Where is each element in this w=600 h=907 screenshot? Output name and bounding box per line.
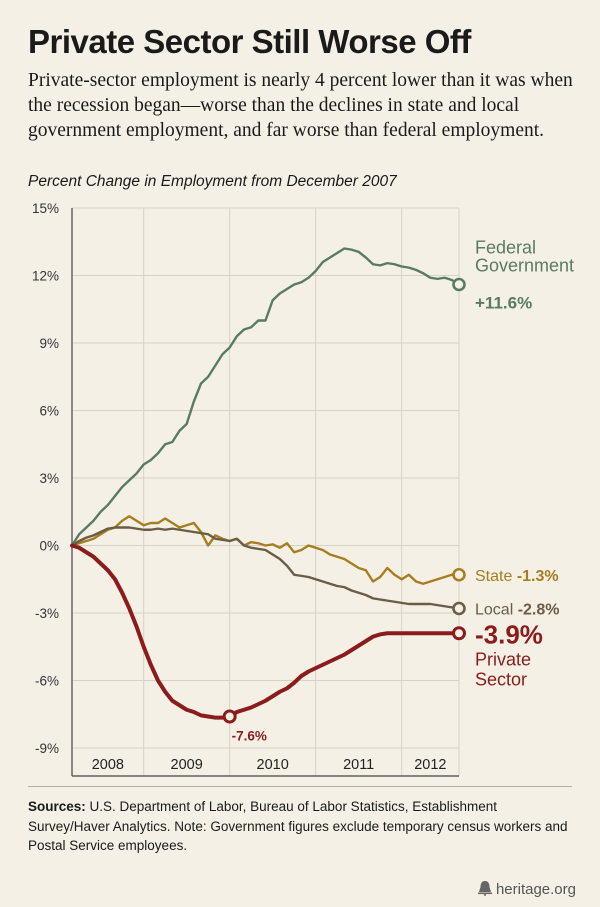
x-tick-label: 2009	[171, 757, 203, 773]
trough-label: -7.6%	[232, 729, 267, 744]
footer-divider	[28, 786, 572, 787]
bell-icon	[477, 881, 492, 896]
chart-axes	[71, 208, 459, 777]
series-name-label: Government	[475, 256, 574, 276]
chart-series	[70, 247, 466, 724]
x-tick-label: 2012	[414, 757, 446, 773]
series-name-label: State	[475, 568, 517, 585]
series-value-label: -1.3%	[517, 568, 559, 585]
x-tick-label: 2010	[257, 757, 289, 773]
end-marker-private	[452, 626, 466, 641]
page-subtitle: Private-sector employment is nearly 4 pe…	[28, 70, 573, 141]
series-line-state	[70, 515, 461, 585]
chart-grid	[71, 207, 460, 776]
sources-text: U.S. Department of Labor, Bureau of Labo…	[28, 799, 568, 853]
y-tick-label: 3%	[39, 471, 59, 486]
y-tick-label: 0%	[39, 539, 59, 554]
series-line-private	[70, 543, 461, 720]
chart-labels: 15% 12% 9% 6% 3% 0% -3% -6% -9% 2008 2009 2010 2011 2…	[32, 201, 574, 773]
series-label-local: Local -2.8%	[475, 602, 560, 619]
sources-label: Sources:	[28, 799, 86, 814]
series-value-label: +11.6%	[475, 294, 532, 313]
trough-marker	[222, 709, 237, 724]
y-tick-label: -9%	[35, 741, 59, 756]
sources-note: Sources: U.S. Department of Labor, Burea…	[28, 797, 576, 856]
series-line-federal	[70, 247, 461, 547]
y-tick-label: -6%	[35, 674, 59, 689]
series-value-label: -3.9%	[475, 619, 543, 649]
x-tick-label: 2011	[343, 757, 374, 773]
chart-title: Percent Change in Employment from Decemb…	[28, 173, 397, 190]
end-marker-local	[452, 601, 466, 616]
series-value-label: -2.8%	[518, 602, 560, 619]
series-line-local	[70, 526, 461, 610]
x-tick-label: 2008	[92, 757, 124, 773]
y-tick-label: 6%	[39, 404, 59, 419]
series-name-label: Sector	[475, 669, 527, 689]
y-tick-label: 9%	[39, 336, 59, 351]
line-chart: 15% 12% 9% 6% 3% 0% -3% -6% -9% 2008 2009 2010 2011 2…	[32, 201, 574, 777]
logo-text: heritage.org	[495, 881, 576, 898]
page-title: Private Sector Still Worse Off	[28, 23, 471, 60]
end-marker-federal	[452, 277, 466, 292]
y-tick-label: 15%	[32, 201, 59, 216]
series-label-state: State -1.3%	[475, 568, 559, 585]
end-marker-state	[452, 567, 466, 582]
y-tick-label: 12%	[32, 269, 59, 284]
series-name-label: Local	[475, 602, 518, 619]
y-tick-label: -3%	[35, 606, 59, 621]
series-name-label: Private	[475, 649, 531, 669]
heritage-logo[interactable]: heritage.org	[477, 880, 576, 898]
series-name-label: Federal	[475, 238, 536, 258]
